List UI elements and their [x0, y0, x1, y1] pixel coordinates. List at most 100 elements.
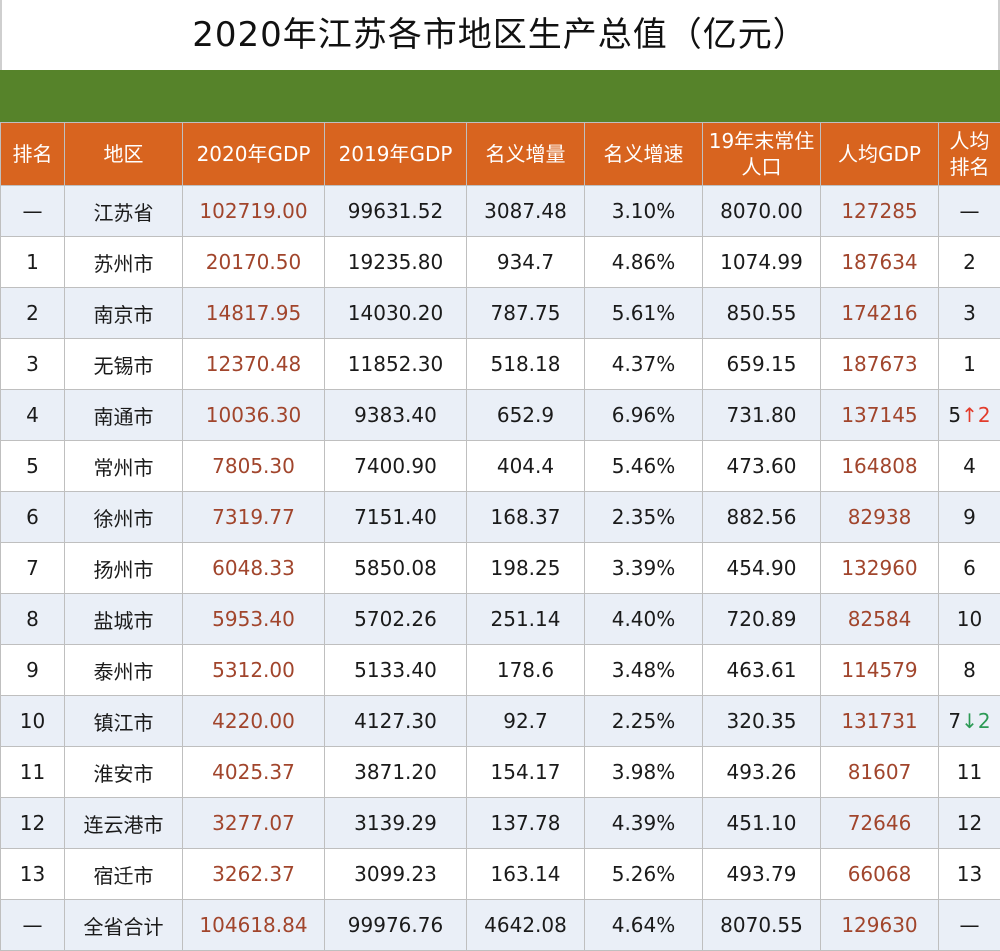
cell-gdp2020: 5953.40	[183, 594, 325, 645]
cell-gdp2020: 102719.00	[183, 186, 325, 237]
green-band	[0, 70, 1000, 122]
cell-gdp2020: 5312.00	[183, 645, 325, 696]
cell-gdp2020: 104618.84	[183, 900, 325, 951]
cell-pc-rank: —	[939, 186, 1000, 237]
header-increase: 名义增量	[467, 123, 585, 186]
cell-pc-rank: 7↓2	[939, 696, 1000, 747]
cell-pc-rank: —	[939, 900, 1000, 951]
cell-gdp2020: 7805.30	[183, 441, 325, 492]
header-per-capita: 人均GDP	[821, 123, 939, 186]
cell-per-capita: 66068	[821, 849, 939, 900]
cell-region: 无锡市	[65, 339, 183, 390]
cell-increase: 168.37	[467, 492, 585, 543]
header-row: 排名 地区 2020年GDP 2019年GDP 名义增量 名义增速 19年末常住…	[1, 123, 1000, 186]
cell-rank: 13	[1, 849, 65, 900]
cell-region: 苏州市	[65, 237, 183, 288]
cell-per-capita: 174216	[821, 288, 939, 339]
cell-region: 镇江市	[65, 696, 183, 747]
cell-pop: 1074.99	[703, 237, 821, 288]
cell-growth: 5.26%	[585, 849, 703, 900]
cell-growth: 4.64%	[585, 900, 703, 951]
cell-rank: —	[1, 186, 65, 237]
header-per-capita-rank: 人均排名	[939, 123, 1000, 186]
cell-per-capita: 164808	[821, 441, 939, 492]
cell-gdp2019: 5702.26	[325, 594, 467, 645]
cell-pc-rank: 1	[939, 339, 1000, 390]
cell-region: 连云港市	[65, 798, 183, 849]
cell-region: 南通市	[65, 390, 183, 441]
cell-gdp2019: 19235.80	[325, 237, 467, 288]
cell-gdp2020: 4025.37	[183, 747, 325, 798]
cell-gdp2019: 11852.30	[325, 339, 467, 390]
cell-pop: 473.60	[703, 441, 821, 492]
cell-region: 宿迁市	[65, 849, 183, 900]
pc-rank-value: 3	[963, 301, 976, 325]
cell-increase: 934.7	[467, 237, 585, 288]
cell-per-capita: 131731	[821, 696, 939, 747]
cell-growth: 4.37%	[585, 339, 703, 390]
cell-pc-rank: 5↑2	[939, 390, 1000, 441]
cell-region: 泰州市	[65, 645, 183, 696]
cell-growth: 4.39%	[585, 798, 703, 849]
header-population-line1: 19年末常住	[709, 129, 814, 153]
pc-rank-value: 8	[963, 658, 976, 682]
pc-rank-value: —	[960, 199, 980, 223]
cell-gdp2019: 9383.40	[325, 390, 467, 441]
cell-gdp2020: 7319.77	[183, 492, 325, 543]
cell-pop: 463.61	[703, 645, 821, 696]
cell-pc-rank: 3	[939, 288, 1000, 339]
cell-rank: 8	[1, 594, 65, 645]
cell-growth: 4.40%	[585, 594, 703, 645]
cell-per-capita: 114579	[821, 645, 939, 696]
pc-rank-value: 12	[957, 811, 982, 835]
cell-pop: 454.90	[703, 543, 821, 594]
pc-rank-value: 7	[948, 709, 961, 733]
cell-increase: 251.14	[467, 594, 585, 645]
cell-increase: 652.9	[467, 390, 585, 441]
pc-rank-value: —	[960, 913, 980, 937]
cell-pc-rank: 12	[939, 798, 1000, 849]
cell-region: 常州市	[65, 441, 183, 492]
cell-gdp2020: 20170.50	[183, 237, 325, 288]
cell-gdp2019: 3139.29	[325, 798, 467, 849]
cell-rank: 11	[1, 747, 65, 798]
cell-rank: 2	[1, 288, 65, 339]
cell-increase: 4642.08	[467, 900, 585, 951]
cell-rank: 12	[1, 798, 65, 849]
cell-increase: 163.14	[467, 849, 585, 900]
cell-increase: 404.4	[467, 441, 585, 492]
cell-rank: 1	[1, 237, 65, 288]
cell-pc-rank: 10	[939, 594, 1000, 645]
cell-pc-rank: 11	[939, 747, 1000, 798]
cell-gdp2019: 99976.76	[325, 900, 467, 951]
cell-gdp2019: 7400.90	[325, 441, 467, 492]
cell-pop: 882.56	[703, 492, 821, 543]
header-pc-rank-line2: 排名	[950, 155, 990, 179]
cell-region: 徐州市	[65, 492, 183, 543]
cell-rank: 6	[1, 492, 65, 543]
cell-rank: 4	[1, 390, 65, 441]
pc-rank-value: 10	[957, 607, 982, 631]
cell-rank: 9	[1, 645, 65, 696]
header-population-line2: 人口	[742, 155, 782, 179]
cell-gdp2020: 3277.07	[183, 798, 325, 849]
cell-region: 盐城市	[65, 594, 183, 645]
gdp-table: 排名 地区 2020年GDP 2019年GDP 名义增量 名义增速 19年末常住…	[0, 122, 1000, 951]
cell-gdp2019: 3871.20	[325, 747, 467, 798]
cell-growth: 3.39%	[585, 543, 703, 594]
cell-region: 淮安市	[65, 747, 183, 798]
header-gdp2019: 2019年GDP	[325, 123, 467, 186]
cell-pop: 659.15	[703, 339, 821, 390]
cell-pop: 850.55	[703, 288, 821, 339]
pc-rank-value: 6	[963, 556, 976, 580]
cell-pc-rank: 4	[939, 441, 1000, 492]
cell-growth: 5.46%	[585, 441, 703, 492]
